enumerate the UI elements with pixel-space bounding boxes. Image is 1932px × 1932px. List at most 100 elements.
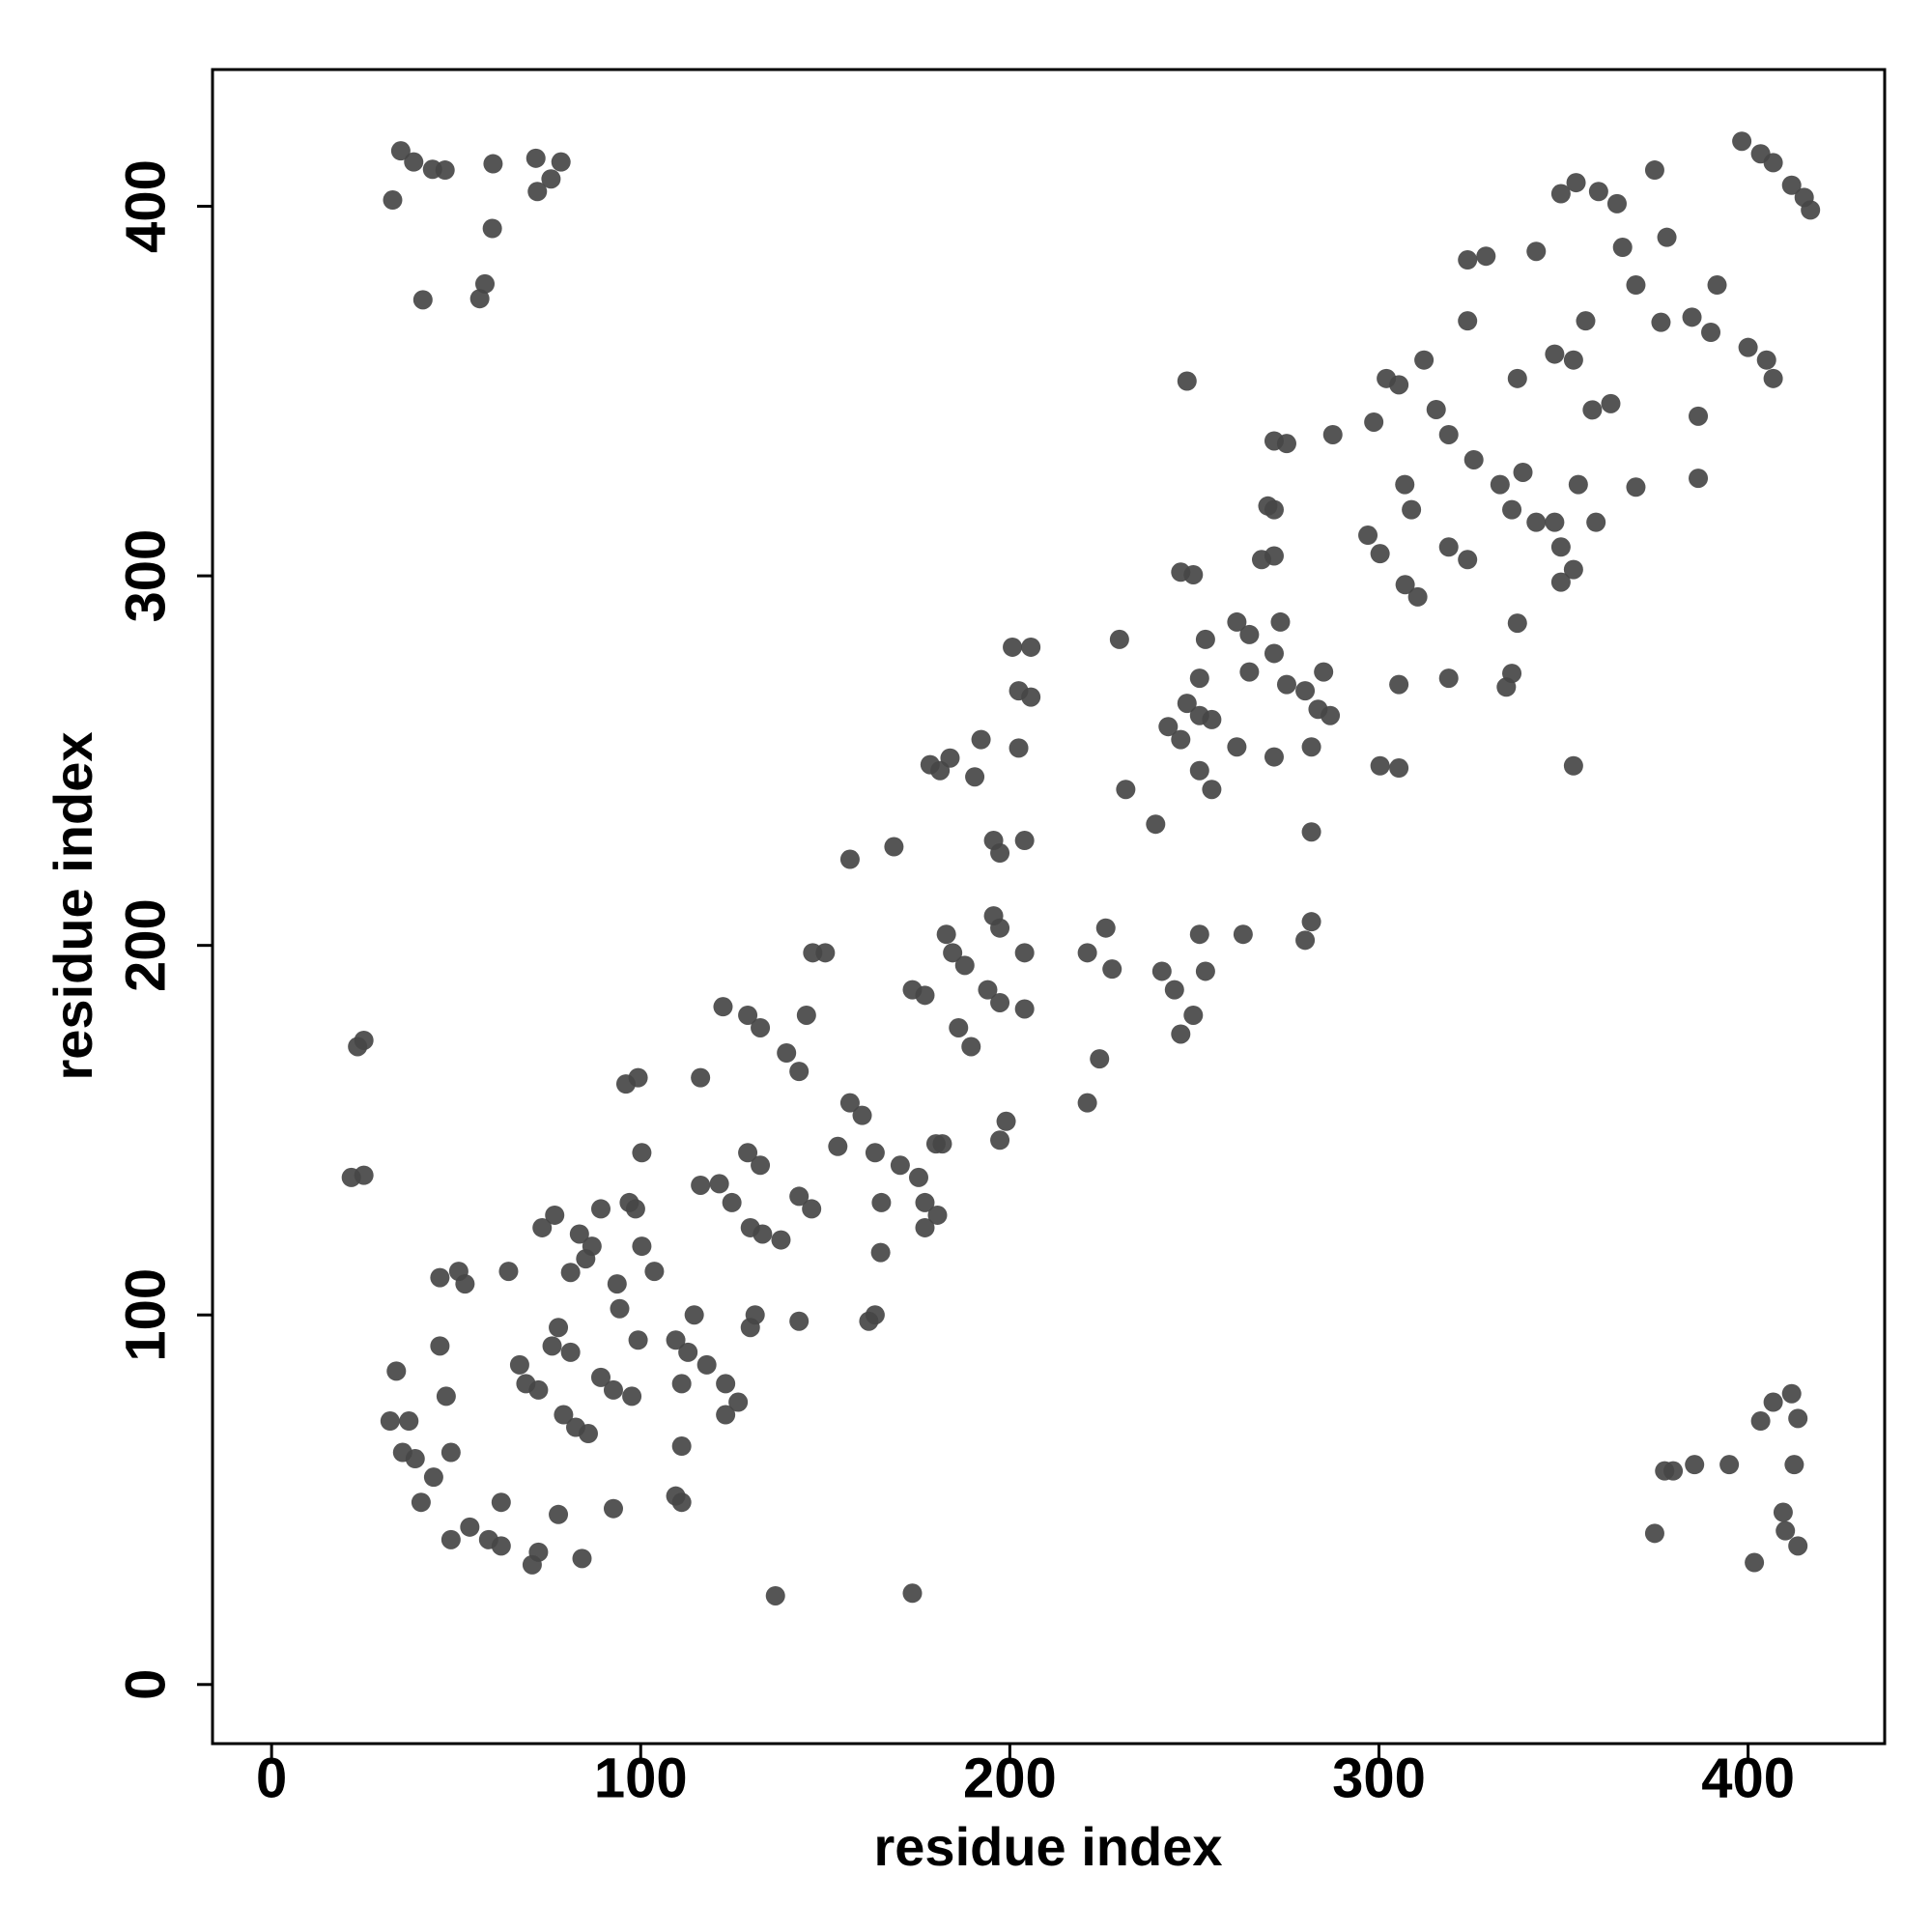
point (839, 1093, 860, 1113)
point (990, 1130, 1010, 1151)
point (1763, 153, 1783, 173)
point (1264, 499, 1284, 520)
point (716, 1374, 736, 1394)
point (1568, 474, 1588, 495)
point (1009, 738, 1029, 758)
point (482, 218, 502, 239)
point (1773, 1502, 1793, 1522)
point (560, 1342, 581, 1362)
point (1526, 242, 1547, 262)
point (383, 190, 403, 211)
point (1102, 959, 1122, 980)
point (738, 1005, 758, 1025)
point (1276, 674, 1296, 695)
point (789, 1311, 810, 1331)
x-axis-title: residue index (873, 1816, 1222, 1877)
point (1301, 737, 1321, 757)
point (632, 1143, 652, 1163)
point (569, 1224, 589, 1244)
point (1476, 246, 1496, 267)
point (943, 943, 963, 963)
point (871, 1192, 892, 1212)
point (498, 1262, 519, 1282)
point (545, 1205, 565, 1225)
point (1426, 399, 1446, 419)
point (354, 1030, 374, 1050)
point (1566, 173, 1586, 193)
point (1077, 943, 1097, 963)
point (865, 1305, 885, 1325)
point (460, 1517, 480, 1537)
point (491, 1492, 511, 1513)
point (1370, 755, 1390, 776)
point (1195, 961, 1215, 981)
point (354, 1165, 374, 1185)
y-tick-label: 400 (114, 159, 177, 253)
point (1090, 1049, 1110, 1069)
point (527, 182, 548, 202)
point (1784, 1455, 1804, 1475)
point (1295, 681, 1316, 701)
point (884, 837, 904, 857)
point (796, 1005, 816, 1025)
point (1276, 434, 1296, 454)
point (628, 1330, 648, 1350)
point (1763, 1392, 1783, 1412)
point (915, 985, 935, 1006)
point (430, 1267, 450, 1288)
point (1314, 662, 1334, 682)
y-tick-label: 300 (114, 529, 177, 623)
point (1239, 662, 1260, 682)
point (644, 1262, 665, 1282)
point (411, 1492, 431, 1513)
point (1490, 474, 1510, 495)
point (1014, 943, 1035, 963)
point (709, 1174, 729, 1194)
point (590, 1199, 611, 1219)
point (412, 290, 433, 310)
point (483, 154, 503, 174)
point (610, 1298, 630, 1319)
point (684, 1305, 704, 1325)
point (522, 1554, 542, 1575)
point (1389, 674, 1409, 695)
point (455, 1274, 475, 1294)
point (615, 1074, 636, 1094)
point (1227, 611, 1247, 632)
point (469, 289, 490, 309)
point (1651, 312, 1671, 332)
point (1402, 499, 1422, 520)
point (1395, 575, 1415, 595)
point (1021, 687, 1041, 707)
point (1601, 393, 1621, 413)
point (526, 148, 546, 168)
point (578, 1424, 598, 1444)
point (753, 1224, 773, 1244)
point (728, 1392, 749, 1412)
point (436, 1386, 456, 1406)
point (1264, 747, 1284, 767)
point (1550, 184, 1571, 204)
point (915, 1192, 935, 1212)
point (1189, 760, 1209, 781)
point (1657, 227, 1677, 247)
point (1458, 550, 1478, 570)
point (1513, 462, 1533, 482)
point (582, 1236, 602, 1257)
point (1438, 537, 1459, 557)
point (722, 1192, 742, 1212)
point (738, 1143, 758, 1163)
point (1438, 668, 1459, 689)
point (1756, 350, 1776, 370)
point (1496, 677, 1517, 697)
point (932, 1134, 952, 1154)
point (1358, 526, 1378, 546)
point (1626, 275, 1646, 296)
point (1177, 694, 1197, 714)
point (865, 1143, 885, 1163)
point (390, 141, 411, 161)
point (1563, 559, 1583, 580)
point (1732, 131, 1752, 152)
point (380, 1411, 400, 1432)
point (927, 1205, 948, 1225)
